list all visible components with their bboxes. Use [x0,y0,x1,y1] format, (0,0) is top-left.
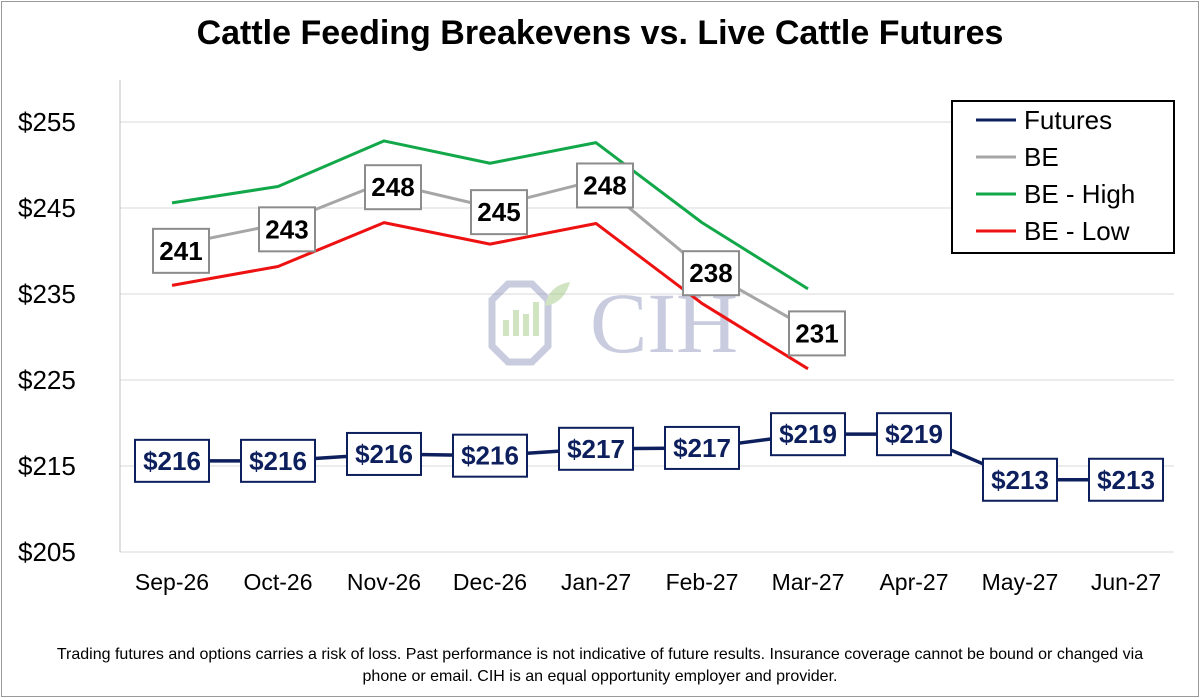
be-data-label: 243 [265,214,308,244]
futures-label-box [134,438,210,483]
be-label-box [788,310,846,357]
futures-label-box [982,457,1058,502]
x-tick-label-sep-26: Sep-26 [135,569,209,595]
be-data-label: 238 [689,258,732,288]
legend-label-be: BE [1024,142,1059,172]
be-data-label: 248 [371,172,414,202]
futures-label-box [346,431,422,476]
watermark-bar-2 [513,310,519,336]
futures-label-box [558,426,634,471]
be-label-box [152,227,210,274]
legend-label-be-high: BE - High [1024,179,1135,209]
legend-label-futures: Futures [1024,105,1112,135]
x-tick-label-feb-27: Feb-27 [666,569,739,595]
be-label-box [682,250,740,297]
x-tick-label-dec-26: Dec-26 [453,569,527,595]
be-label-box [470,189,528,236]
legend: Futures BE BE - High BE - Low [951,100,1175,254]
futures-data-label: $217 [673,433,731,463]
watermark-bar-4 [533,302,539,336]
futures-data-label: $216 [355,439,413,469]
futures-data-label: $216 [143,446,201,476]
y-tick-label: $215 [18,451,76,481]
x-tick-label-nov-26: Nov-26 [347,569,421,595]
futures-label-box [240,438,316,483]
x-tick-label-oct-26: Oct-26 [243,569,312,595]
legend-box [951,100,1175,254]
futures-data-label: $213 [991,465,1049,495]
series-line-futures [172,432,1126,482]
watermark-bar-1 [503,320,509,336]
futures-data-label: $216 [249,446,307,476]
x-tick-label-mar-27: Mar-27 [772,569,845,595]
x-axis-ticks: Sep-26 Oct-26 Nov-26 Dec-26 Jan-27 Feb-27 Mar-… [135,569,1161,595]
series-line-be-low [171,221,809,371]
y-tick-label: $255 [18,107,76,137]
futures-data-label: $219 [885,419,943,449]
futures-data-label: $219 [779,419,837,449]
be-data-label: 231 [795,318,838,348]
y-tick-label: $205 [18,537,76,567]
be-data-label: 245 [477,197,520,227]
disclaimer-footer: Trading futures and options carries a ri… [56,646,1144,685]
futures-data-label: $217 [567,434,625,464]
x-tick-label-jan-27: Jan-27 [561,569,631,595]
x-tick-label-apr-27: Apr-27 [879,569,948,595]
be-data-label: 241 [159,236,202,266]
y-tick-label: $235 [18,279,76,309]
futures-label-box [452,433,528,478]
y-tick-label: $225 [18,365,76,395]
y-axis-ticks: $205 $215 $225 $235 $245 $255 [18,107,76,567]
chart-title: Cattle Feeding Breakevens vs. Live Cattl… [196,14,1004,52]
futures-label-box [876,412,952,457]
futures-data-label: $213 [1097,465,1155,495]
futures-data-label: $216 [461,441,519,471]
legend-label-be-low: BE - Low [1024,216,1130,246]
futures-label-box [770,412,846,457]
be-label-box [576,162,634,209]
x-tick-label-jun-27: Jun-27 [1091,569,1161,595]
futures-label-box [1088,457,1164,502]
watermark-octagon-shape [488,280,552,366]
futures-label-box [664,425,740,470]
series-line-be-high [171,139,809,291]
y-tick-label: $245 [18,193,76,223]
be-data-label: 248 [583,170,626,200]
x-tick-label-may-27: May-27 [982,569,1059,595]
data-labels: 241 243 248 245 248 238 231 $216 $216 $216 $216 $21… [134,162,1164,502]
be-label-box [364,164,422,211]
be-label-box [258,206,316,253]
watermark-leaf [545,282,570,306]
watermark-bar-3 [523,314,529,336]
